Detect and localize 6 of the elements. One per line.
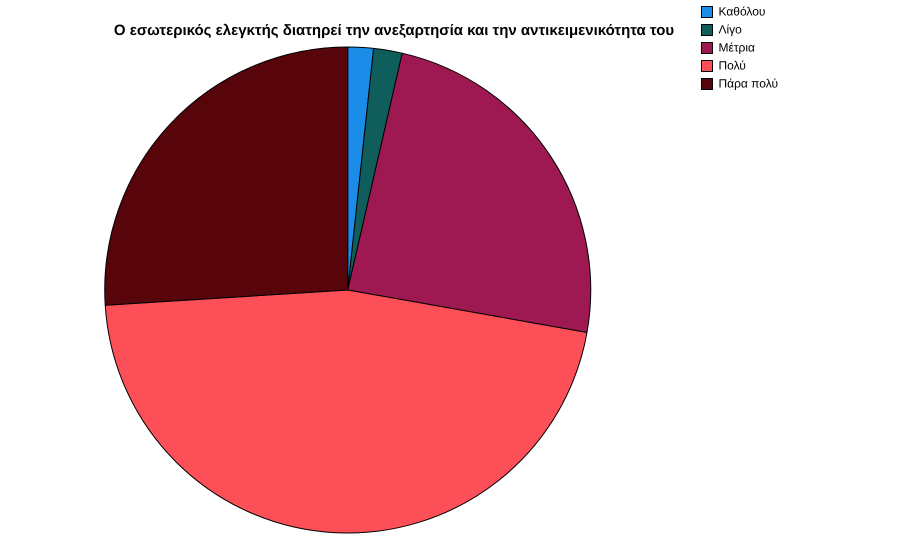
legend-label: Λίγο (718, 22, 742, 36)
legend-label: Καθόλου (718, 4, 766, 18)
legend-label: Πολύ (718, 58, 746, 72)
legend-label: Μέτρια (718, 40, 756, 54)
legend-label: Πάρα πολύ (718, 76, 778, 90)
text: Ο εσωτερικός ελεγκτής διατηρεί την ανεξαρτησία και την αντικειμενικότητα του (114, 22, 674, 40)
